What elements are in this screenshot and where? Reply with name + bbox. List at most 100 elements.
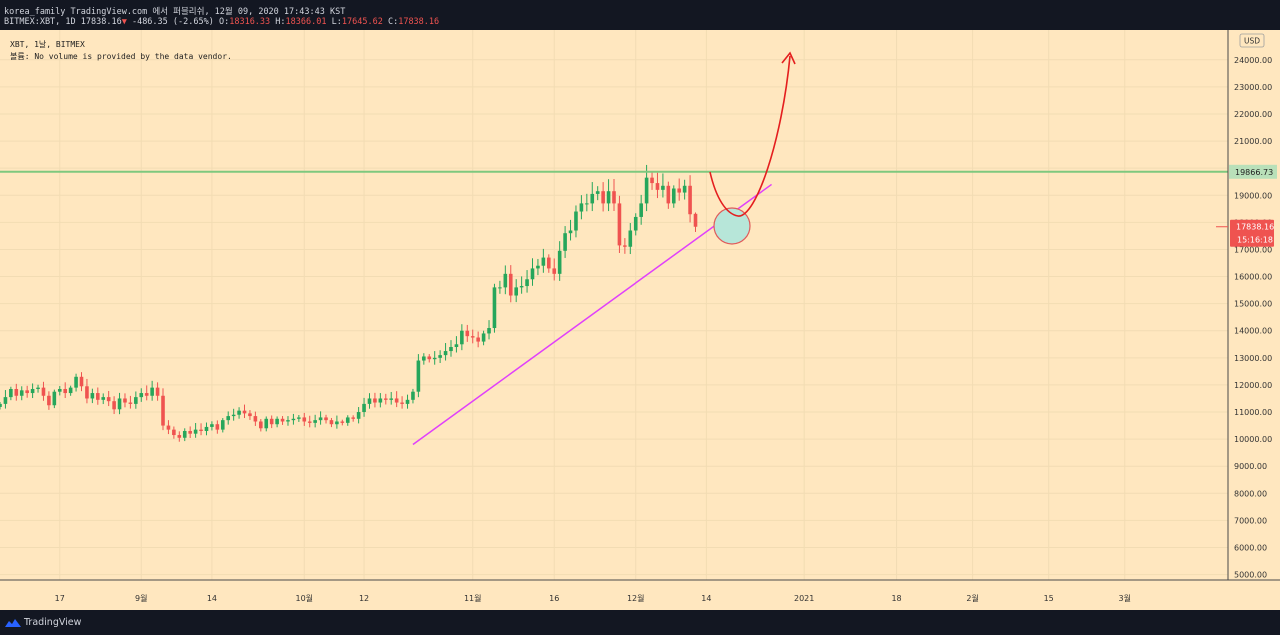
candle-body [693,213,698,227]
candle-body [307,421,312,423]
candle-body [128,402,133,404]
candle-body [650,177,654,184]
time-tick-label: 2월 [966,593,978,603]
price-tick-label: 13000.00 [1234,354,1272,363]
candle-body [617,203,622,246]
candle-body [568,230,573,234]
candle-body [394,398,399,403]
price-tick-label: 16000.00 [1234,273,1272,282]
time-tick-label: 11월 [464,593,482,603]
candle-body [541,257,546,266]
candle-body [117,398,122,410]
plot-background[interactable] [0,30,1228,580]
candle-body [329,420,334,425]
price-tick-label: 5000.00 [1234,571,1267,580]
time-tick-label: 16 [549,594,559,603]
price-tick-label: 6000.00 [1234,543,1267,552]
candle-body [161,395,165,426]
candle-body [427,356,432,360]
candle-body [275,418,279,425]
candle-body [595,191,600,194]
candle-body [318,417,323,421]
time-axis[interactable] [0,580,1228,610]
candle-body [661,185,665,190]
candle-body [633,216,638,231]
candle-body [231,414,236,417]
candle-body [378,398,383,403]
candle-body [177,435,182,438]
currency-label: USD [1244,37,1260,46]
candle-body [155,387,160,396]
attribution-text: korea_family TradingView.com 에서 퍼블리쉬, 12… [4,7,346,17]
resistance-badge [1229,164,1277,179]
candle-body [264,418,269,429]
candle-body [623,245,627,247]
candle-body [487,328,491,334]
currency-badge[interactable]: USD [1239,33,1265,48]
candle-body [508,273,513,296]
candle-body [671,188,676,204]
price-tick-label: 9000.00 [1234,462,1267,471]
time-tick-label: 12 [359,594,369,603]
candle-body [525,279,529,287]
candle-body [79,376,84,387]
candle-body [150,387,154,396]
candle-body [400,402,404,404]
candle-body [574,211,578,231]
candle-body [30,388,35,394]
candle-body [389,398,394,400]
legend-volume: 볼륨: No volume is provided by the data ve… [10,51,232,61]
candle-body [41,387,46,396]
price-tick-label: 11000.00 [1234,408,1272,417]
candle-body [242,410,247,414]
candle-body [291,418,296,421]
projection-arrow [709,55,791,217]
candle-body [552,268,557,274]
candle-body [563,233,567,251]
candle-body [383,398,388,400]
candle-body [351,417,355,419]
candle-body [144,393,149,396]
candle-body [601,191,605,204]
price-tick-label: 22000.00 [1234,110,1272,119]
price-tick-label: 21000.00 [1234,137,1272,146]
low-label: L: [331,17,342,27]
time-axis-ticks: 17 9월 14 10월 12 11월 16 12월 14 2021 18 2월 15 3월 [55,593,1131,603]
footer: TradingView [0,610,1280,635]
time-tick-label: 10월 [296,593,314,603]
price-chart[interactable]: 5000.00 6000.00 7000.00 8000.00 9000.00 10000… [0,30,1280,610]
candle-body [416,360,421,392]
candle-body [666,185,671,204]
candle-body [193,429,198,434]
candle-body [123,398,127,403]
candle-body [476,337,480,342]
price-tick-label: 17000.00 [1234,245,1272,254]
candle-body [204,426,209,431]
price-axis[interactable] [1228,30,1280,610]
last-price-label: 17838.16 [1236,223,1274,232]
arrow-head-icon [781,51,796,65]
candle-body [220,420,225,430]
candle-body [96,393,100,400]
time-tick-label: 2021 [794,594,814,603]
candle-body [492,287,497,329]
candle-body [199,429,203,431]
time-tick-label: 17 [55,594,65,603]
candle-body [36,387,40,389]
time-tick-label: 9월 [135,593,147,603]
price-tick-label: 10000.00 [1234,435,1272,444]
candle-body [226,416,231,421]
support-ellipse [713,207,751,245]
candle-body [443,351,448,356]
candle-body [63,388,68,394]
candle-body [182,430,187,438]
candles [0,164,698,442]
candle-body [215,424,220,430]
low-value: 17645.62 [341,17,383,27]
candle-body [519,286,524,288]
candle-body [677,188,682,193]
candle-body [57,388,62,392]
candle-body [481,333,486,342]
candle-body [188,430,192,434]
candle-body [134,397,138,404]
